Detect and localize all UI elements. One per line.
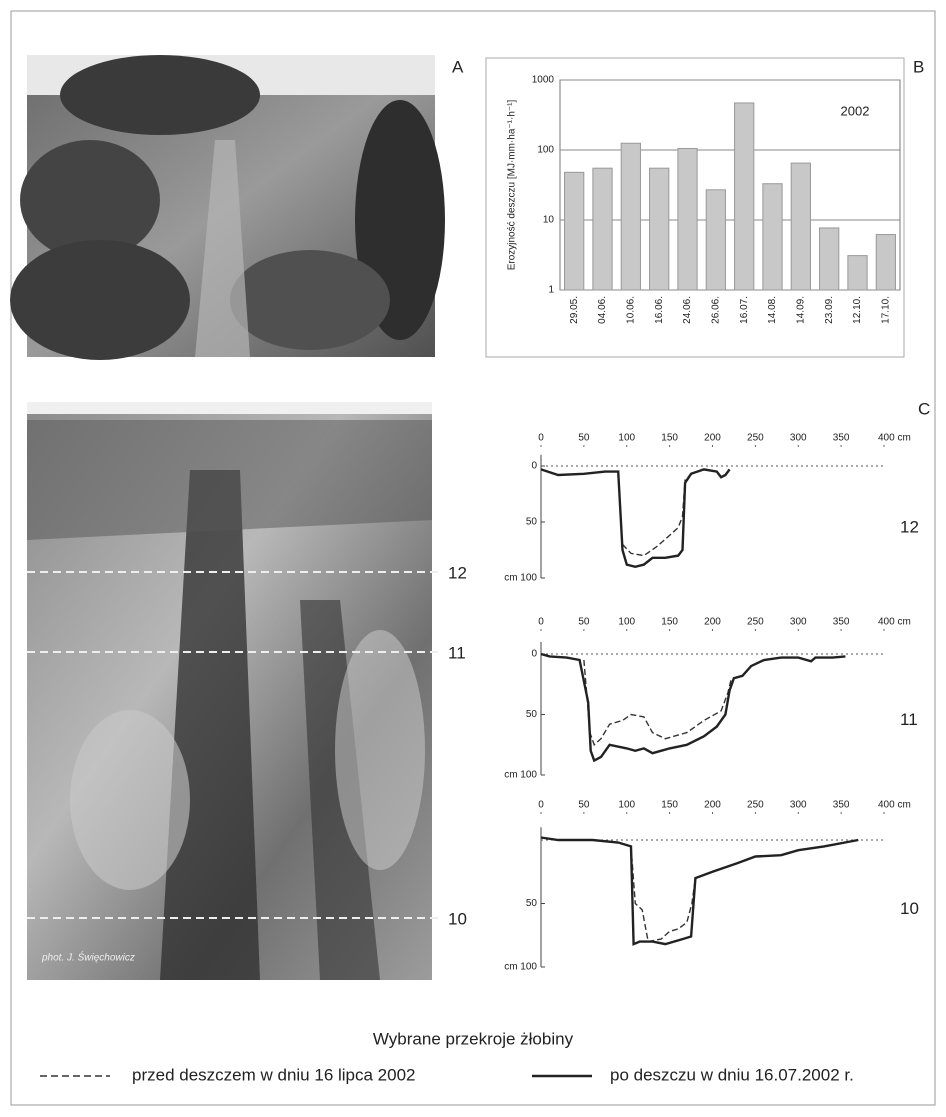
x-tick-label: 100	[618, 617, 635, 628]
bar	[621, 143, 640, 290]
annotation: 2002	[841, 103, 870, 118]
y-tick-label: 50	[526, 709, 538, 720]
x-tick-label: 300	[790, 433, 807, 444]
x-tick-label: 14.08.	[767, 296, 778, 324]
x-tick-label: 50	[578, 800, 590, 811]
y-tick-label: 50	[526, 898, 538, 909]
section-label: 12	[448, 563, 467, 582]
y-tick-label: 0	[531, 461, 537, 472]
x-tick-label: 12.10.	[852, 296, 863, 324]
x-tick-label: 350	[833, 617, 850, 628]
x-tick-label: 300	[790, 800, 807, 811]
x-tick-label: 400 cm	[878, 617, 911, 628]
x-tick-label: 300	[790, 617, 807, 628]
x-tick-label: 250	[747, 433, 764, 444]
bar	[678, 149, 697, 290]
x-tick-label: 400 cm	[878, 433, 911, 444]
bar	[650, 168, 669, 290]
x-tick-label: 100	[618, 433, 635, 444]
y-tick-label: cm 100	[504, 770, 537, 781]
x-tick-label: 150	[661, 800, 678, 811]
bar	[820, 228, 839, 290]
y-tick-label: 10	[543, 215, 555, 226]
y-axis-label: Erozyjność deszczu [MJ·mm·ha⁻¹·h⁻¹]	[507, 99, 518, 270]
panel-label: A	[452, 57, 464, 76]
bar	[763, 184, 782, 290]
bar	[735, 103, 754, 290]
x-tick-label: 350	[833, 433, 850, 444]
profile-label: 10	[900, 899, 919, 918]
figure: A B C 12 11 10 phot. J. Święchowicz Wybr…	[0, 0, 946, 1117]
bar	[876, 235, 895, 290]
x-tick-label: 0	[538, 800, 544, 811]
x-tick-label: 100	[618, 800, 635, 811]
profile-label: 11	[900, 710, 918, 729]
x-tick-label: 0	[538, 433, 544, 444]
bar	[593, 168, 612, 290]
x-tick-label: 200	[704, 433, 721, 444]
x-tick-label: 23.09.	[824, 296, 835, 324]
bar	[706, 190, 725, 290]
y-tick-label: cm 100	[504, 962, 537, 973]
panel-label: C	[918, 399, 930, 418]
photo-credit: phot. J. Święchowicz	[41, 951, 135, 964]
x-tick-label: 200	[704, 800, 721, 811]
x-tick-label: 26.06.	[710, 296, 721, 324]
legend-label: po deszczu w dniu 16.07.2002 r.	[610, 1065, 854, 1084]
y-tick-label: 50	[526, 517, 538, 528]
y-tick-label: 0	[531, 649, 537, 660]
photo-c	[27, 402, 440, 980]
y-tick-label: 1000	[532, 75, 555, 86]
y-tick-label: 1	[548, 285, 554, 296]
x-tick-label: 16.06.	[654, 296, 665, 324]
x-tick-label: 14.09.	[795, 296, 806, 324]
profile-line	[541, 838, 858, 945]
y-tick-label: 100	[537, 145, 554, 156]
x-tick-label: 150	[661, 617, 678, 628]
x-tick-label: 10.06.	[625, 296, 636, 324]
x-tick-label: 350	[833, 800, 850, 811]
section-label: 11	[448, 643, 466, 662]
bar	[848, 256, 867, 290]
y-tick-label: cm 100	[504, 573, 537, 584]
x-tick-label: 200	[704, 617, 721, 628]
profile-label: 12	[900, 517, 919, 536]
bar	[565, 172, 584, 290]
section-label: 10	[448, 909, 467, 928]
photo-a	[10, 55, 445, 360]
x-tick-label: 17.10.	[880, 296, 891, 324]
profile-line	[631, 846, 695, 941]
panel-label: B	[913, 57, 924, 76]
x-tick-label: 29.05.	[569, 296, 580, 324]
x-tick-label: 0	[538, 617, 544, 628]
x-tick-label: 50	[578, 433, 590, 444]
x-tick-label: 04.06.	[597, 296, 608, 324]
legend-label: przed deszczem w dniu 16 lipca 2002	[132, 1065, 416, 1084]
profile-line	[541, 469, 730, 566]
profile-line	[541, 654, 845, 761]
profile-line	[623, 479, 686, 555]
legend-title: Wybrane przekroje żłobiny	[373, 1029, 574, 1048]
x-tick-label: 250	[747, 800, 764, 811]
x-tick-label: 400 cm	[878, 800, 911, 811]
x-tick-label: 150	[661, 433, 678, 444]
bar	[791, 163, 810, 290]
x-tick-label: 250	[747, 617, 764, 628]
x-tick-label: 50	[578, 617, 590, 628]
x-tick-label: 24.06.	[682, 296, 693, 324]
x-tick-label: 16.07.	[739, 296, 750, 324]
